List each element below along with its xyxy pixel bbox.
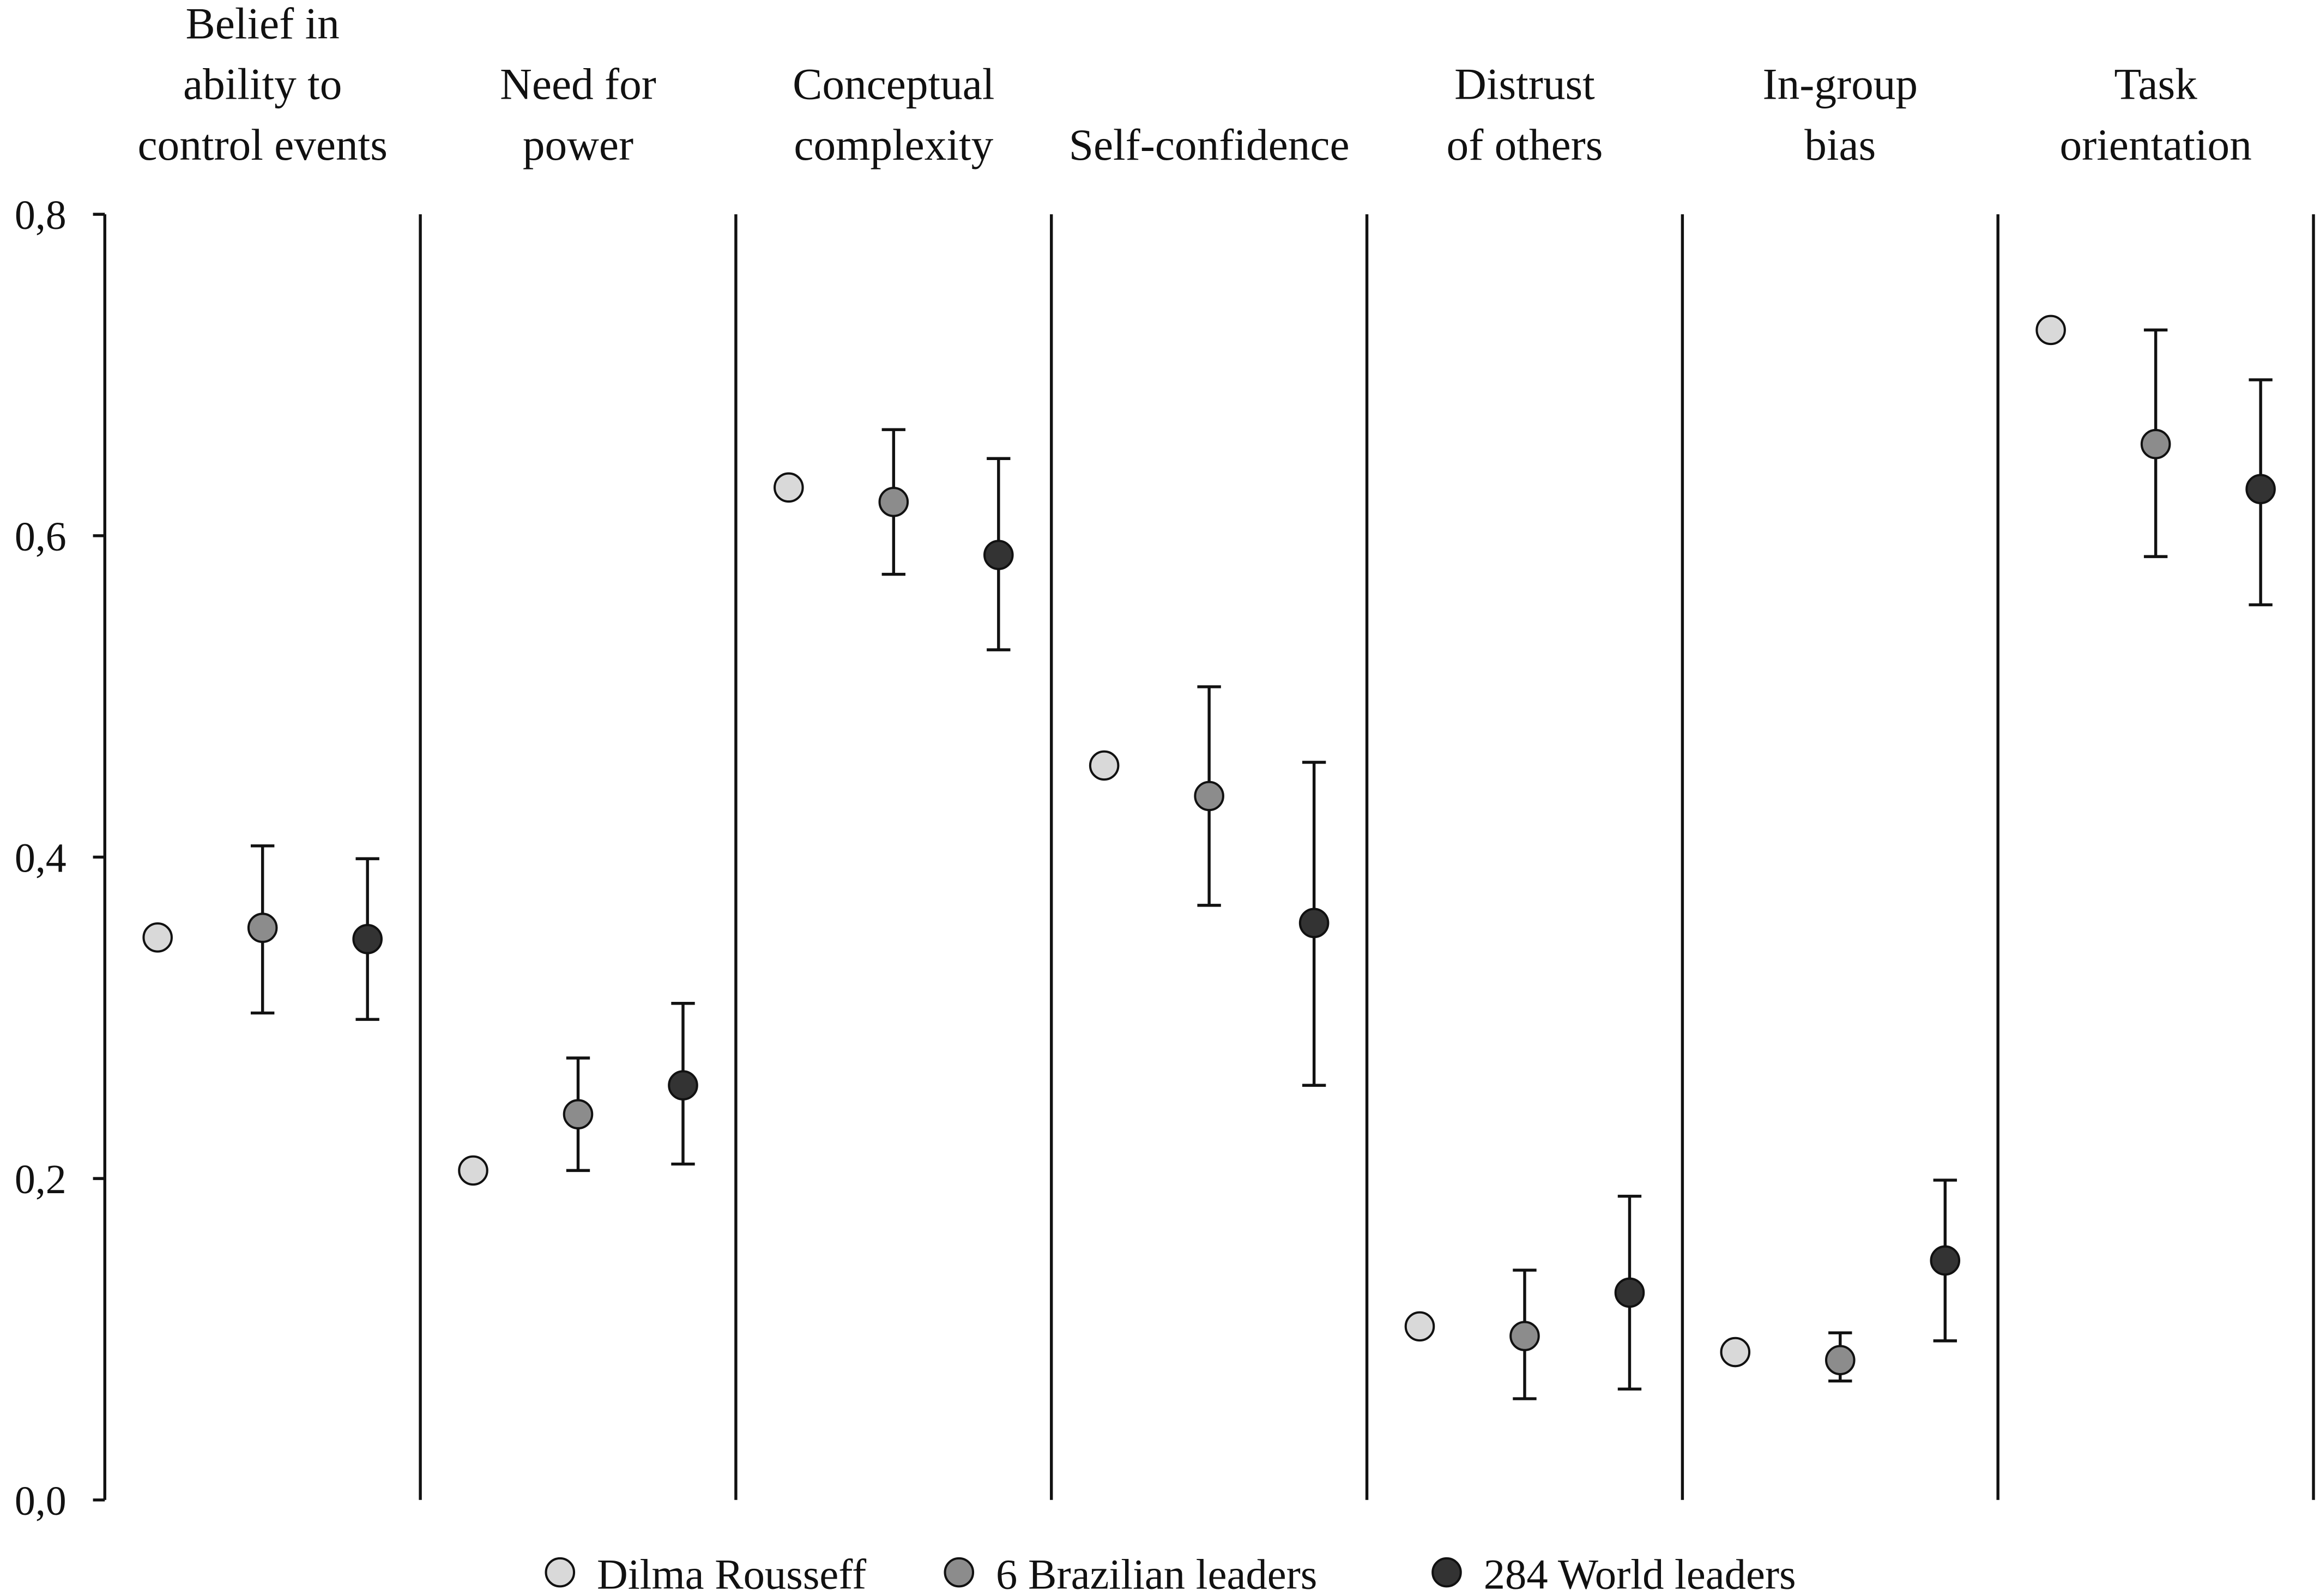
legend-marker [545,1557,576,1588]
y-tick-label: 0,8 [15,192,67,238]
data-point [878,487,909,517]
data-point [983,540,1014,570]
category-label: complexity [794,120,993,170]
category-label: Conceptual [793,60,994,109]
data-point [2140,428,2171,460]
category-label: control events [137,120,387,170]
data-point [352,924,383,954]
data-point [1614,1277,1645,1308]
category-label: In-group [1763,60,1918,109]
category-label: Need for [500,60,656,109]
y-tick-label: 0,6 [15,514,67,560]
data-point [1930,1245,1961,1276]
data-point [1194,781,1224,812]
data-point [2245,474,2276,505]
data-point [1509,1321,1540,1351]
legend-label: 284 World leaders [1484,1551,1796,1596]
category-label: orientation [2059,120,2251,170]
data-point [1720,1337,1751,1368]
y-tick-label: 0,4 [15,836,67,881]
data-point [1298,908,1330,939]
legend-marker [944,1557,975,1588]
data-point [142,922,173,953]
legend-label: Dilma Rousseff [597,1551,867,1596]
category-label: ability to [183,60,342,109]
data-point [247,912,278,943]
data-point [563,1099,594,1129]
category-label: of others [1447,120,1603,170]
data-point [458,1155,488,1186]
y-tick-label: 0,2 [15,1157,67,1202]
category-label: Task [2114,60,2197,109]
data-point [1089,750,1120,781]
category-label: Belief in [186,0,340,48]
legend-label: 6 Brazilian leaders [996,1551,1317,1596]
data-point [1825,1345,1856,1376]
category-label: power [523,120,633,170]
data-point [668,1070,698,1101]
category-label: bias [1804,120,1876,170]
y-tick-label: 0,0 [15,1478,67,1524]
legend-marker [1431,1557,1462,1588]
data-point [1404,1311,1435,1342]
category-label: Self-confidence [1069,120,1350,170]
category-label: Distrust [1454,60,1595,109]
data-point [2035,315,2066,346]
data-point [774,472,804,503]
